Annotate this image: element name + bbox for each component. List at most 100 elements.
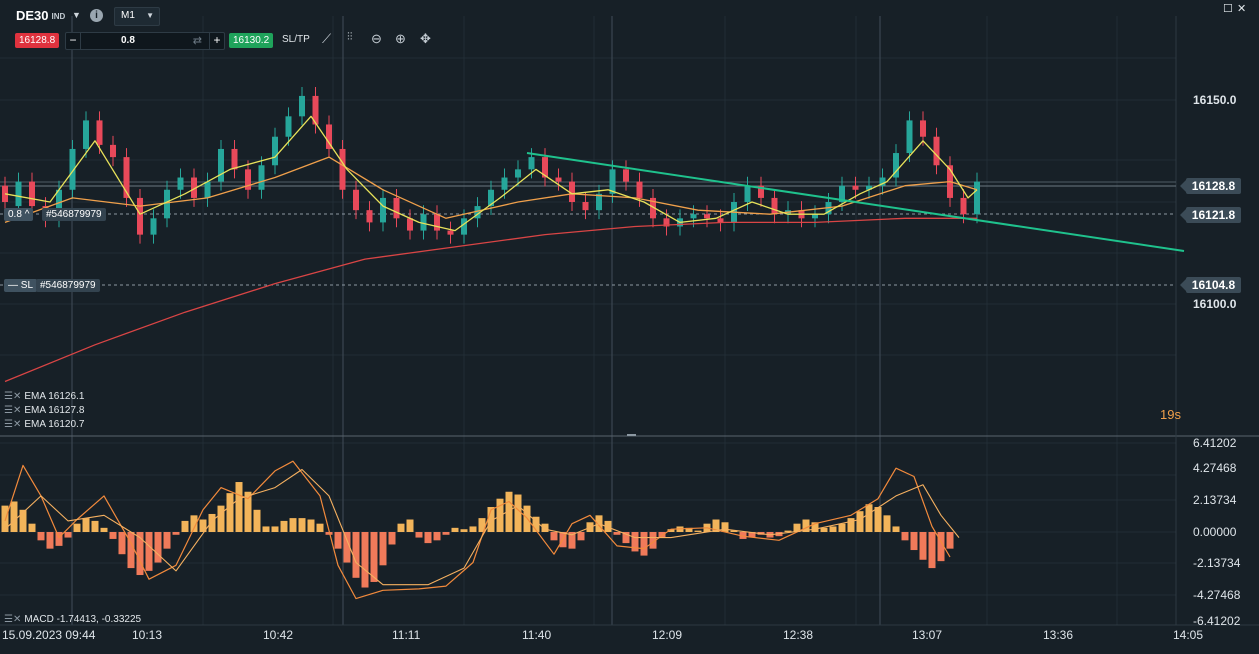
settings-icon[interactable]: ☰✕: [4, 391, 22, 402]
macd-histogram-bar: [406, 519, 414, 532]
sell-price-button[interactable]: 16128.8: [15, 33, 60, 48]
symbol-tag: IND: [51, 12, 66, 22]
macd-histogram-bar: [658, 532, 666, 538]
macd-histogram-bar: [280, 520, 288, 532]
buy-price-button[interactable]: 16130.2: [229, 33, 274, 48]
macd-histogram-bar: [505, 491, 513, 532]
macd-histogram-bar: [901, 532, 909, 541]
candle-body: [56, 189, 62, 219]
macd-histogram-bar: [667, 529, 675, 532]
time-axis-label: 13:36: [1043, 628, 1074, 642]
candle-body: [960, 197, 967, 215]
macd-histogram-bar: [568, 532, 576, 549]
settings-icon[interactable]: ☰✕: [4, 405, 22, 416]
timeframe-select[interactable]: M1 ▼: [114, 7, 160, 26]
macd-histogram-bar: [307, 519, 315, 532]
ema-legend-2[interactable]: ☰✕ EMA 16127.8: [4, 405, 85, 416]
crosshair-icon[interactable]: ✥: [420, 31, 431, 46]
zoom-in-icon[interactable]: ⊕: [395, 31, 406, 46]
quantity-increase-button[interactable]: +: [209, 33, 224, 49]
macd-histogram-bar: [379, 532, 387, 566]
time-axis-label: 12:09: [652, 628, 683, 642]
macd-histogram-bar: [253, 509, 261, 532]
candle-body: [920, 120, 926, 137]
macd-histogram-bar: [208, 513, 216, 532]
sltp-button[interactable]: SL/TP: [282, 34, 310, 45]
candle-body: [974, 181, 980, 215]
candle-body: [866, 185, 872, 190]
macd-histogram-bar: [514, 494, 522, 532]
quantity-stepper[interactable]: − 0.8 ⇄ +: [65, 32, 225, 50]
macd-histogram-bar: [802, 519, 810, 532]
time-axis-label: 13:07: [912, 628, 943, 642]
symbol-name[interactable]: DE30 IND: [16, 8, 66, 23]
chevron-up-icon: ^: [24, 209, 30, 220]
candle-body: [744, 185, 751, 202]
quantity-input[interactable]: 0.8: [121, 35, 135, 46]
zoom-out-icon[interactable]: ⊖: [371, 31, 382, 46]
price-axis-label: 16100.0: [1193, 297, 1237, 311]
macd-histogram-bar: [397, 523, 405, 532]
position-id-tag[interactable]: #546879979: [42, 208, 106, 221]
ema-legend-3[interactable]: ☰✕ EMA 16120.7: [4, 419, 85, 430]
candle-body: [569, 181, 575, 202]
macd-legend[interactable]: ☰✕ MACD -1.74413, -0.33225: [4, 614, 142, 625]
swap-icon[interactable]: ⇄: [192, 35, 202, 47]
candle-body: [272, 136, 278, 166]
current-price-tag: 16128.8: [1180, 178, 1241, 194]
macd-histogram-bar: [361, 532, 369, 588]
maximize-icon[interactable]: ☐: [1223, 3, 1233, 15]
candle-body: [407, 218, 413, 231]
quantity-decrease-button[interactable]: −: [66, 33, 81, 49]
macd-axis-label: -4.27468: [1193, 588, 1241, 602]
macd-histogram-bar: [433, 532, 441, 541]
macd-histogram-bar: [442, 532, 450, 535]
pane-resize-handle[interactable]: [627, 434, 636, 436]
candle-body: [771, 197, 778, 215]
candle-body: [542, 157, 548, 178]
ema-legend-1[interactable]: ☰✕ EMA 16126.1: [4, 391, 85, 402]
macd-histogram-bar: [577, 532, 585, 541]
macd-histogram-bar: [811, 522, 819, 532]
candle-body: [717, 218, 724, 223]
macd-histogram-bar: [19, 509, 27, 532]
time-axis-label: 10:13: [132, 628, 163, 642]
macd-histogram-bar: [604, 520, 612, 532]
macd-histogram-bar: [748, 532, 756, 538]
info-icon[interactable]: i: [90, 9, 103, 22]
candle-body: [906, 120, 913, 154]
macd-axis-label: 2.13734: [1193, 493, 1237, 507]
stop-loss-id-tag[interactable]: #546879979: [36, 279, 100, 292]
macd-histogram-bar: [154, 532, 162, 563]
macd-axis-label: -2.13734: [1193, 556, 1241, 570]
macd-histogram-bar: [478, 518, 486, 532]
macd-histogram-bar: [343, 532, 351, 563]
candle-body: [191, 177, 197, 198]
candle-body: [812, 214, 818, 219]
time-axis-label: 11:11: [392, 628, 421, 642]
candle-body: [69, 148, 76, 190]
macd-histogram-bar: [109, 532, 117, 539]
line-chart-icon[interactable]: ⟋: [322, 31, 332, 46]
candles-icon[interactable]: ⫶⫶: [347, 31, 353, 43]
candle-body: [110, 144, 116, 158]
stop-loss-tag[interactable]: — SL: [4, 279, 38, 292]
settings-icon[interactable]: ☰✕: [4, 614, 22, 625]
candle-body: [326, 124, 332, 149]
macd-histogram-bar: [226, 493, 234, 532]
settings-icon[interactable]: ☰✕: [4, 419, 22, 430]
candle-body: [528, 157, 535, 170]
close-icon: —: [8, 280, 18, 291]
macd-histogram-bar: [838, 523, 846, 532]
symbol-dropdown-icon[interactable]: ▼: [72, 10, 81, 20]
candle-body: [758, 185, 764, 198]
macd-histogram-bar: [550, 532, 558, 541]
candle-body: [285, 116, 292, 137]
candle-body: [15, 181, 22, 207]
macd-histogram-bar: [352, 532, 360, 578]
trendline: [526, 152, 1185, 252]
position-size-tag[interactable]: 0.8 ^: [4, 208, 34, 221]
close-icon[interactable]: ✕: [1237, 3, 1247, 15]
